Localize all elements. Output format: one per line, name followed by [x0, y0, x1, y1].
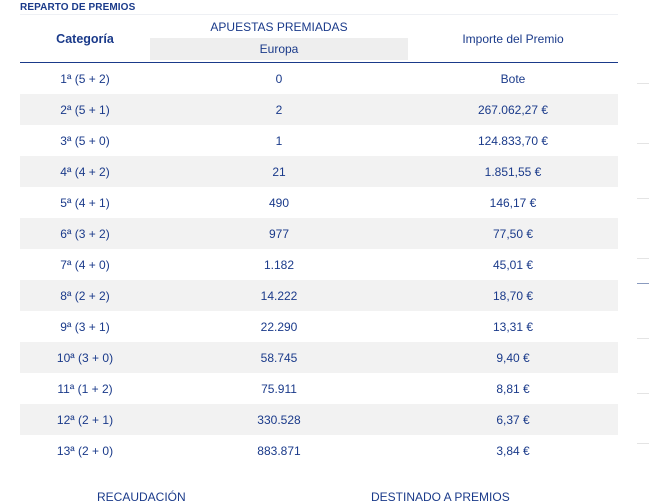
table-row: 7ª (4 + 0) 1.182 45,01 € [20, 249, 618, 280]
cell-apuestas: 75.911 [261, 381, 297, 396]
side-tick [637, 143, 649, 144]
section-title: REPARTO DE PREMIOS [20, 2, 136, 13]
cell-categoria: 9ª (3 + 1) [60, 319, 110, 334]
table-row: 2ª (5 + 1) 2 267.062,27 € [20, 94, 618, 125]
table-row: 13ª (2 + 0) 883.871 3,84 € [20, 435, 618, 466]
cell-categoria: 2ª (5 + 1) [60, 102, 110, 117]
header-europa: Europa [259, 42, 299, 56]
table-row: 4ª (4 + 2) 21 1.851,55 € [20, 156, 618, 187]
cell-apuestas: 14.222 [260, 288, 298, 303]
side-tick [637, 198, 649, 199]
side-tick [637, 393, 649, 394]
cell-categoria: 12ª (2 + 1) [56, 412, 114, 427]
cell-categoria: 7ª (4 + 0) [60, 257, 110, 272]
table-row: 5ª (4 + 1) 490 146,17 € [20, 187, 618, 218]
cell-importe: 267.062,27 € [477, 102, 549, 117]
cell-importe: 9,40 € [496, 350, 530, 365]
cell-categoria: 13ª (2 + 0) [56, 443, 114, 458]
cell-importe: 13,31 € [492, 319, 534, 334]
cell-categoria: 5ª (4 + 1) [60, 195, 110, 210]
cell-categoria: 1ª (5 + 2) [60, 71, 110, 86]
side-tick [637, 258, 649, 259]
cell-apuestas: 0 [275, 71, 283, 86]
cell-apuestas: 21 [272, 164, 286, 179]
footer-destinado-premios: DESTINADO A PREMIOS [371, 490, 510, 504]
cell-importe: 45,01 € [492, 257, 534, 272]
cell-categoria: 3ª (5 + 0) [60, 133, 110, 148]
side-tick [637, 443, 649, 444]
cell-categoria: 8ª (2 + 2) [60, 288, 110, 303]
table-row: 8ª (2 + 2) 14.222 18,70 € [20, 280, 618, 311]
side-tick [637, 83, 649, 84]
table-row: 11ª (1 + 2) 75.911 8,81 € [20, 373, 618, 404]
header-europa-background [150, 38, 408, 60]
cell-importe: 6,37 € [496, 412, 530, 427]
cell-importe: 8,81 € [496, 381, 530, 396]
cell-apuestas: 977 [268, 226, 290, 241]
header-importe: Importe del Premio [462, 32, 564, 46]
cell-apuestas: 490 [268, 195, 290, 210]
table-row: 3ª (5 + 0) 1 124.833,70 € [20, 125, 618, 156]
cell-apuestas: 1.182 [263, 257, 295, 272]
cell-importe: 77,50 € [492, 226, 534, 241]
cell-categoria: 4ª (4 + 2) [60, 164, 110, 179]
table-row: 12ª (2 + 1) 330.528 6,37 € [20, 404, 618, 435]
table-row: 10ª (3 + 0) 58.745 9,40 € [20, 342, 618, 373]
table-row: 9ª (3 + 1) 22.290 13,31 € [20, 311, 618, 342]
cell-categoria: 10ª (3 + 0) [56, 350, 114, 365]
cell-importe: 3,84 € [496, 443, 530, 458]
cell-apuestas: 2 [275, 102, 283, 117]
footer-recaudacion: RECAUDACIÓN [97, 490, 186, 504]
side-tick [637, 283, 649, 284]
cell-importe: 124.833,70 € [477, 133, 549, 148]
cell-apuestas: 1 [275, 133, 283, 148]
cell-apuestas: 883.871 [257, 443, 301, 458]
cell-importe: 146,17 € [489, 195, 537, 210]
side-tick [637, 338, 649, 339]
header-divider [20, 62, 618, 63]
title-divider [20, 14, 618, 15]
cell-importe: 1.851,55 € [484, 164, 542, 179]
cell-apuestas: 22.290 [260, 319, 298, 334]
header-categoria: Categoría [56, 32, 114, 46]
table-row: 1ª (5 + 2) 0 Bote [20, 63, 618, 94]
header-apuestas-premiadas: APUESTAS PREMIADAS [210, 20, 348, 34]
cell-apuestas: 330.528 [257, 412, 301, 427]
cell-importe: Bote [500, 71, 526, 86]
cell-categoria: 6ª (3 + 2) [60, 226, 110, 241]
cell-importe: 18,70 € [492, 288, 534, 303]
table-row: 6ª (3 + 2) 977 77,50 € [20, 218, 618, 249]
cell-categoria: 11ª (1 + 2) [57, 381, 113, 396]
cell-apuestas: 58.745 [260, 350, 298, 365]
